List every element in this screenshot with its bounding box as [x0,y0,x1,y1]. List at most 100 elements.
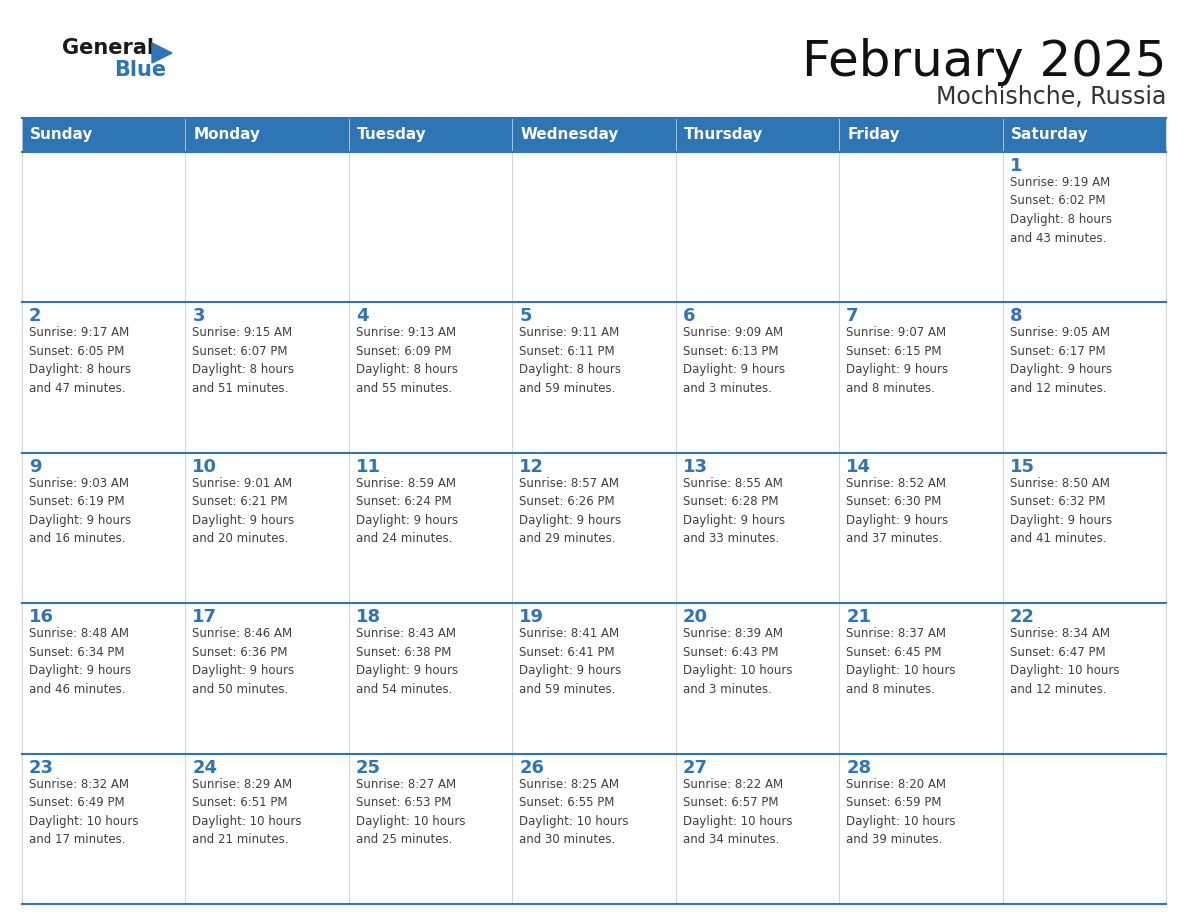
Text: 16: 16 [29,609,53,626]
Text: Sunrise: 8:52 AM
Sunset: 6:30 PM
Daylight: 9 hours
and 37 minutes.: Sunrise: 8:52 AM Sunset: 6:30 PM Dayligh… [846,476,948,545]
Text: 9: 9 [29,458,42,476]
Text: Sunrise: 8:37 AM
Sunset: 6:45 PM
Daylight: 10 hours
and 8 minutes.: Sunrise: 8:37 AM Sunset: 6:45 PM Dayligh… [846,627,955,696]
Text: Sunrise: 8:20 AM
Sunset: 6:59 PM
Daylight: 10 hours
and 39 minutes.: Sunrise: 8:20 AM Sunset: 6:59 PM Dayligh… [846,778,955,846]
Text: Saturday: Saturday [1011,128,1088,142]
Text: Sunrise: 8:25 AM
Sunset: 6:55 PM
Daylight: 10 hours
and 30 minutes.: Sunrise: 8:25 AM Sunset: 6:55 PM Dayligh… [519,778,628,846]
Bar [1003,603,1165,754]
Bar [1003,118,1165,152]
Bar [23,453,185,603]
Text: Sunrise: 9:15 AM
Sunset: 6:07 PM
Daylight: 8 hours
and 51 minutes.: Sunrise: 9:15 AM Sunset: 6:07 PM Dayligh… [192,327,295,395]
Text: Sunrise: 9:11 AM
Sunset: 6:11 PM
Daylight: 8 hours
and 59 minutes.: Sunrise: 9:11 AM Sunset: 6:11 PM Dayligh… [519,327,621,395]
Bar [676,152,839,302]
Text: Sunrise: 9:07 AM
Sunset: 6:15 PM
Daylight: 9 hours
and 8 minutes.: Sunrise: 9:07 AM Sunset: 6:15 PM Dayligh… [846,327,948,395]
Text: Sunday: Sunday [30,128,94,142]
Text: 24: 24 [192,758,217,777]
Text: 15: 15 [1010,458,1035,476]
Text: 23: 23 [29,758,53,777]
Text: Sunrise: 9:05 AM
Sunset: 6:17 PM
Daylight: 9 hours
and 12 minutes.: Sunrise: 9:05 AM Sunset: 6:17 PM Dayligh… [1010,327,1112,395]
Text: Sunrise: 9:19 AM
Sunset: 6:02 PM
Daylight: 8 hours
and 43 minutes.: Sunrise: 9:19 AM Sunset: 6:02 PM Dayligh… [1010,176,1112,244]
Bar [512,453,676,603]
Bar [512,152,676,302]
Text: 26: 26 [519,758,544,777]
Bar [23,302,185,453]
Text: 27: 27 [683,758,708,777]
Text: Sunrise: 8:55 AM
Sunset: 6:28 PM
Daylight: 9 hours
and 33 minutes.: Sunrise: 8:55 AM Sunset: 6:28 PM Dayligh… [683,476,785,545]
Text: 7: 7 [846,308,859,325]
Text: Blue: Blue [114,60,166,80]
Bar [839,453,1003,603]
Text: 21: 21 [846,609,871,626]
Text: Sunrise: 8:27 AM
Sunset: 6:53 PM
Daylight: 10 hours
and 25 minutes.: Sunrise: 8:27 AM Sunset: 6:53 PM Dayligh… [356,778,466,846]
Text: 18: 18 [356,609,381,626]
Text: Sunrise: 8:43 AM
Sunset: 6:38 PM
Daylight: 9 hours
and 54 minutes.: Sunrise: 8:43 AM Sunset: 6:38 PM Dayligh… [356,627,459,696]
Text: 12: 12 [519,458,544,476]
Bar [185,453,349,603]
Bar [349,152,512,302]
Text: Mochishche, Russia: Mochishche, Russia [936,85,1165,109]
Bar [23,603,185,754]
Text: Sunrise: 8:59 AM
Sunset: 6:24 PM
Daylight: 9 hours
and 24 minutes.: Sunrise: 8:59 AM Sunset: 6:24 PM Dayligh… [356,476,459,545]
Bar [676,754,839,904]
Text: 22: 22 [1010,609,1035,626]
Text: 19: 19 [519,609,544,626]
Bar [1003,152,1165,302]
Text: Sunrise: 9:17 AM
Sunset: 6:05 PM
Daylight: 8 hours
and 47 minutes.: Sunrise: 9:17 AM Sunset: 6:05 PM Dayligh… [29,327,131,395]
Bar [349,118,512,152]
Bar [185,603,349,754]
Text: Sunrise: 8:57 AM
Sunset: 6:26 PM
Daylight: 9 hours
and 29 minutes.: Sunrise: 8:57 AM Sunset: 6:26 PM Dayligh… [519,476,621,545]
Bar [839,118,1003,152]
Bar [512,603,676,754]
Text: Sunrise: 9:01 AM
Sunset: 6:21 PM
Daylight: 9 hours
and 20 minutes.: Sunrise: 9:01 AM Sunset: 6:21 PM Dayligh… [192,476,295,545]
Text: 8: 8 [1010,308,1022,325]
Bar [185,754,349,904]
Bar [349,603,512,754]
Bar [839,302,1003,453]
Text: 14: 14 [846,458,871,476]
Text: Sunrise: 8:48 AM
Sunset: 6:34 PM
Daylight: 9 hours
and 46 minutes.: Sunrise: 8:48 AM Sunset: 6:34 PM Dayligh… [29,627,131,696]
Text: 2: 2 [29,308,42,325]
Text: Sunrise: 9:09 AM
Sunset: 6:13 PM
Daylight: 9 hours
and 3 minutes.: Sunrise: 9:09 AM Sunset: 6:13 PM Dayligh… [683,327,785,395]
Text: 10: 10 [192,458,217,476]
Bar [676,453,839,603]
Text: Sunrise: 8:46 AM
Sunset: 6:36 PM
Daylight: 9 hours
and 50 minutes.: Sunrise: 8:46 AM Sunset: 6:36 PM Dayligh… [192,627,295,696]
Bar [349,754,512,904]
Text: Sunrise: 9:13 AM
Sunset: 6:09 PM
Daylight: 8 hours
and 55 minutes.: Sunrise: 9:13 AM Sunset: 6:09 PM Dayligh… [356,327,457,395]
Text: 11: 11 [356,458,381,476]
Polygon shape [152,43,172,63]
Bar [185,152,349,302]
Text: Sunrise: 8:50 AM
Sunset: 6:32 PM
Daylight: 9 hours
and 41 minutes.: Sunrise: 8:50 AM Sunset: 6:32 PM Dayligh… [1010,476,1112,545]
Text: Sunrise: 8:34 AM
Sunset: 6:47 PM
Daylight: 10 hours
and 12 minutes.: Sunrise: 8:34 AM Sunset: 6:47 PM Dayligh… [1010,627,1119,696]
Text: 17: 17 [192,609,217,626]
Bar [349,453,512,603]
Text: February 2025: February 2025 [802,38,1165,86]
Bar [1003,302,1165,453]
Bar [676,603,839,754]
Text: 1: 1 [1010,157,1022,175]
Text: 4: 4 [356,308,368,325]
Bar [1003,754,1165,904]
Text: 25: 25 [356,758,381,777]
Bar [512,754,676,904]
Text: Friday: Friday [847,128,899,142]
Text: Tuesday: Tuesday [356,128,426,142]
Bar [839,754,1003,904]
Text: General: General [62,38,154,58]
Text: 28: 28 [846,758,871,777]
Bar [349,302,512,453]
Bar [1003,453,1165,603]
Bar [839,603,1003,754]
Bar [676,118,839,152]
Bar [512,118,676,152]
Text: Sunrise: 9:03 AM
Sunset: 6:19 PM
Daylight: 9 hours
and 16 minutes.: Sunrise: 9:03 AM Sunset: 6:19 PM Dayligh… [29,476,131,545]
Text: Sunrise: 8:39 AM
Sunset: 6:43 PM
Daylight: 10 hours
and 3 minutes.: Sunrise: 8:39 AM Sunset: 6:43 PM Dayligh… [683,627,792,696]
Text: Thursday: Thursday [684,128,763,142]
Text: 13: 13 [683,458,708,476]
Text: Sunrise: 8:22 AM
Sunset: 6:57 PM
Daylight: 10 hours
and 34 minutes.: Sunrise: 8:22 AM Sunset: 6:57 PM Dayligh… [683,778,792,846]
Bar [839,152,1003,302]
Text: 6: 6 [683,308,695,325]
Bar [676,302,839,453]
Text: Wednesday: Wednesday [520,128,619,142]
Bar [185,118,349,152]
Text: Sunrise: 8:41 AM
Sunset: 6:41 PM
Daylight: 9 hours
and 59 minutes.: Sunrise: 8:41 AM Sunset: 6:41 PM Dayligh… [519,627,621,696]
Bar [185,302,349,453]
